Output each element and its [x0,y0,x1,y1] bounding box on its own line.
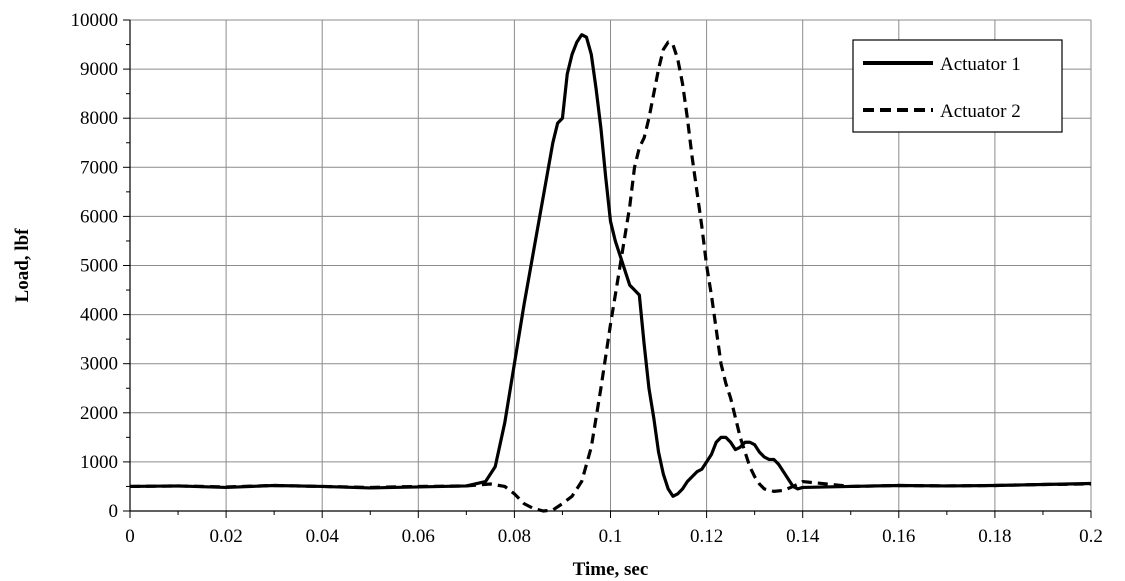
x-tick-labels: 0 0.02 0.04 0.06 0.08 0.1 0.12 0.14 0.16 0.18 0.2 [125,526,1103,547]
y-tick-labels: 0 1000 2000 3000 4000 5000 6000 7000 8000 9000 100… [71,10,119,522]
legend-label-actuator-1: Actuator 1 [940,54,1021,75]
x-tick-label: 0.06 [402,526,435,547]
y-axis-title: Load, lbf [12,228,33,303]
y-tick-label: 4000 [80,305,118,326]
y-tick-label: 7000 [80,157,118,178]
legend-label-actuator-2: Actuator 2 [940,101,1021,122]
x-tick-label: 0.04 [306,526,340,547]
series [129,33,1092,513]
axes [123,19,1092,518]
y-tick-label: 10000 [71,10,119,31]
x-tick-label: 0.02 [209,526,242,547]
series-line-actuator-1 [129,33,1092,498]
y-tick-label: 3000 [80,354,118,375]
y-tick-label: 5000 [80,256,118,277]
y-tick-label: 0 [109,501,119,522]
x-tick-label: 0.1 [599,526,623,547]
x-axis-title: Time, sec [573,559,649,580]
x-tick-label: 0.14 [786,526,820,547]
y-tick-label: 9000 [80,59,118,80]
legend: Actuator 1 Actuator 2 [852,39,1063,133]
series-line-actuator-2 [129,40,1092,513]
y-tick-label: 8000 [80,108,118,129]
x-tick-label: 0.08 [498,526,531,547]
x-tick-label: 0.2 [1079,526,1103,547]
x-tick-label: 0.16 [882,526,915,547]
x-tick-label: 0 [125,526,135,547]
x-tick-label: 0.12 [690,526,723,547]
y-tick-label: 2000 [80,403,118,424]
x-tick-label: 0.18 [978,526,1011,547]
y-tick-label: 6000 [80,206,118,227]
y-tick-label: 1000 [80,452,118,473]
legend-box [852,39,1063,133]
